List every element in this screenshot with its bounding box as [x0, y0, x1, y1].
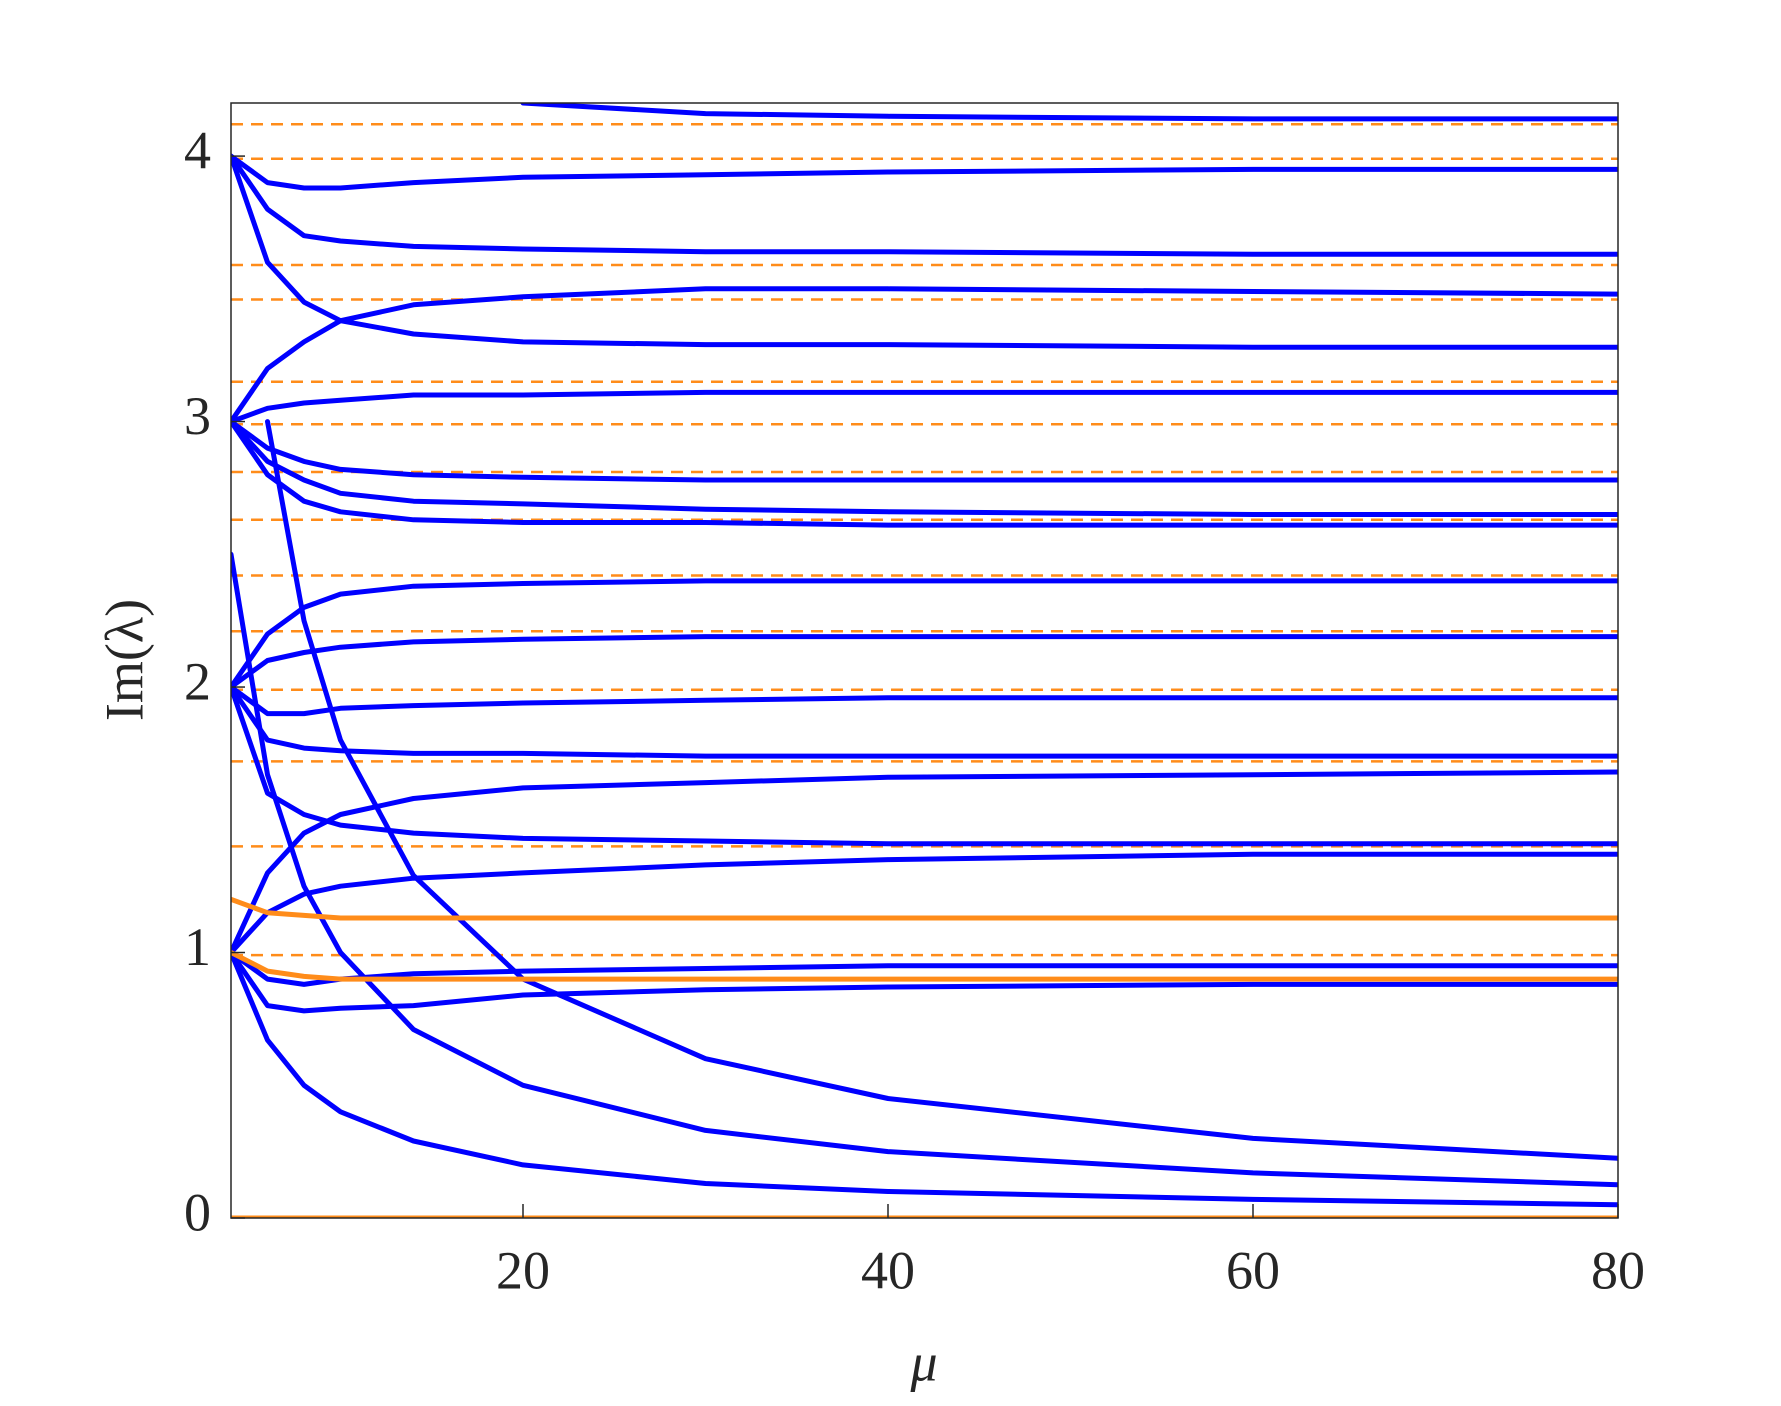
x-tick-label: 20: [496, 1240, 550, 1300]
x-tick-label: 40: [861, 1240, 915, 1300]
curve: [231, 950, 1618, 1208]
curve: [231, 419, 1618, 528]
plot-area: [231, 103, 1618, 1218]
curve: [231, 419, 1618, 483]
x-tick-label: 80: [1591, 1240, 1645, 1300]
curve: [231, 769, 1618, 955]
curve: [231, 684, 1618, 847]
curve: [231, 851, 1618, 955]
curve: [231, 950, 1618, 982]
y-tick-label: 1: [184, 917, 211, 977]
curve: [231, 419, 1618, 517]
curve: [231, 684, 1618, 717]
curve: [231, 634, 1618, 690]
curve: [231, 578, 1618, 690]
curve: [231, 896, 1618, 921]
axes-box: [230, 102, 1619, 1219]
curve: [520, 103, 1618, 122]
x-tick-label: 60: [1226, 1240, 1280, 1300]
curve: [231, 551, 1618, 1188]
curve: [231, 950, 1618, 1014]
curve: [231, 153, 1618, 350]
x-axis-label: μ: [909, 1332, 937, 1392]
curve: [231, 286, 1618, 425]
marks: [231, 103, 1618, 1218]
curve: [231, 153, 1618, 191]
curve: [231, 389, 1618, 425]
curve: [231, 684, 1618, 759]
y-tick-label: 4: [184, 120, 211, 180]
curve: [231, 153, 1618, 257]
y-tick-label: 2: [184, 651, 211, 711]
curve: [231, 950, 1618, 987]
y-tick-label: 0: [184, 1182, 211, 1242]
y-tick-label: 3: [184, 386, 211, 446]
y-axis-label: Im(λ): [94, 599, 154, 721]
